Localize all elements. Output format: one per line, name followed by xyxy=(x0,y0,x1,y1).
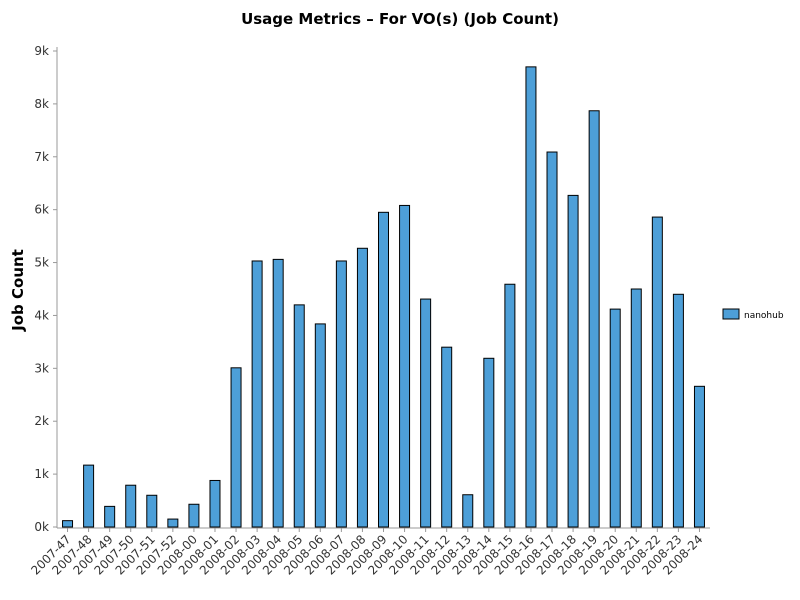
y-tick-label: 5k xyxy=(34,256,49,270)
bar xyxy=(399,204,411,528)
bar xyxy=(567,194,579,528)
bar xyxy=(630,288,642,528)
bar xyxy=(209,479,221,528)
chart-title: Usage Metrics – For VO(s) (Job Count) xyxy=(241,10,559,28)
bar xyxy=(230,367,242,528)
y-axis-label: Job Count xyxy=(9,249,27,332)
bar xyxy=(462,494,474,528)
bar xyxy=(272,258,284,528)
bar xyxy=(525,66,537,528)
bar xyxy=(672,293,684,528)
y-tick-label: 7k xyxy=(34,150,49,164)
bar xyxy=(104,505,116,528)
bar xyxy=(651,216,663,528)
legend-label: nanohub xyxy=(744,311,784,321)
bar xyxy=(293,304,305,528)
bar xyxy=(146,494,158,528)
y-tick-label: 2k xyxy=(34,414,49,428)
bar xyxy=(546,151,558,528)
bar xyxy=(335,260,347,528)
plot-area: 0k1k2k3k4k5k6k7k8k9k2007-472007-482007-4… xyxy=(28,44,710,578)
y-tick-label: 6k xyxy=(34,203,49,217)
bar xyxy=(125,484,137,528)
bar xyxy=(378,211,389,528)
bar xyxy=(609,308,621,528)
bar xyxy=(504,283,516,528)
bar xyxy=(693,385,705,528)
bar xyxy=(420,298,432,528)
y-tick-label: 8k xyxy=(34,97,49,111)
bar xyxy=(83,464,95,528)
y-tick-label: 3k xyxy=(34,361,49,375)
bar xyxy=(251,260,263,528)
bar xyxy=(314,323,326,528)
bar xyxy=(441,346,453,528)
y-tick-label: 4k xyxy=(34,308,49,322)
bar xyxy=(62,520,74,528)
bar xyxy=(356,247,368,528)
y-tick-label: 1k xyxy=(34,467,49,481)
bar xyxy=(188,503,200,528)
y-tick-label: 9k xyxy=(34,44,49,58)
y-tick-label: 0k xyxy=(34,520,49,534)
legend: nanohub xyxy=(722,308,784,321)
bar xyxy=(588,110,600,528)
bar xyxy=(483,357,495,528)
bar xyxy=(167,518,179,528)
legend-swatch xyxy=(722,308,740,320)
